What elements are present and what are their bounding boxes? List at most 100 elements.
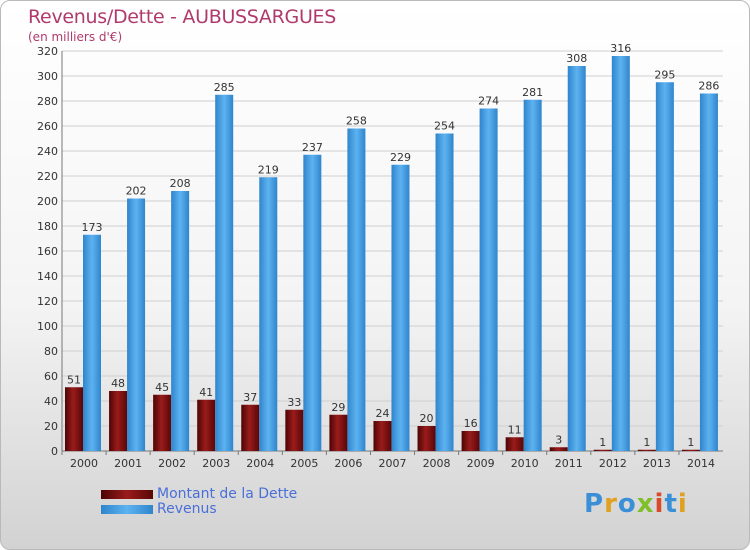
legend-label-debt: Montant de la Dette [157, 486, 298, 502]
y-tick-label: 180 [37, 220, 58, 233]
bar-debt-2004 [241, 404, 260, 451]
logo-letter: i [654, 489, 665, 519]
bar-revenue-2004 [259, 177, 278, 451]
x-tick-label-2007: 2007 [379, 457, 407, 470]
y-tick-label: 20 [44, 420, 58, 433]
data-label-revenue-2004: 219 [258, 163, 279, 176]
chart-subtitle: (en milliers d'€) [28, 30, 123, 44]
y-tick-label: 80 [44, 345, 58, 358]
data-label-revenue-2007: 229 [390, 151, 411, 164]
x-tick-label-2008: 2008 [423, 457, 451, 470]
y-tick-label: 240 [37, 145, 58, 158]
bar-revenue-2006 [347, 128, 366, 451]
data-label-debt-2003: 41 [199, 386, 213, 399]
data-label-debt-2001: 48 [111, 377, 125, 390]
bar-debt-2003 [197, 399, 216, 451]
y-tick-label: 100 [37, 320, 58, 333]
data-label-debt-2006: 29 [331, 401, 345, 414]
legend-label-revenue: Revenus [157, 501, 217, 517]
data-label-revenue-2006: 258 [346, 115, 367, 128]
y-tick-label: 320 [37, 45, 58, 58]
x-tick-label-2013: 2013 [643, 457, 671, 470]
x-tick-label-2001: 2001 [114, 457, 142, 470]
y-tick-label: 60 [44, 370, 58, 383]
data-label-revenue-2002: 208 [170, 177, 191, 190]
bar-debt-2000 [65, 387, 83, 451]
x-tick-label-2009: 2009 [467, 457, 495, 470]
bar-debt-2007 [373, 421, 392, 451]
bar-debt-2002 [153, 394, 172, 451]
x-tick-label-2011: 2011 [555, 457, 583, 470]
data-label-revenue-2011: 308 [566, 52, 587, 65]
data-label-debt-2013: 1 [643, 436, 650, 449]
data-label-debt-2000: 51 [67, 373, 81, 386]
bar-debt-2009 [461, 431, 480, 451]
logo-letter: r [604, 489, 618, 519]
data-label-debt-2009: 16 [464, 417, 478, 430]
bar-revenue-2012 [611, 56, 630, 451]
data-label-debt-2005: 33 [287, 396, 301, 409]
x-tick-label-2010: 2010 [511, 457, 539, 470]
bar-debt-2013 [637, 449, 656, 451]
bar-revenue-2002 [171, 191, 190, 451]
y-tick-label: 40 [44, 395, 58, 408]
data-label-debt-2002: 45 [155, 381, 169, 394]
x-tick-label-2012: 2012 [599, 457, 627, 470]
y-tick-label: 220 [37, 170, 58, 183]
y-tick-label: 140 [37, 270, 58, 283]
y-tick-label: 280 [37, 95, 58, 108]
bar-debt-2011 [549, 447, 568, 451]
data-label-revenue-2013: 295 [654, 68, 675, 81]
data-label-revenue-2009: 274 [478, 95, 499, 108]
x-tick-label-2002: 2002 [158, 457, 186, 470]
data-label-revenue-2012: 316 [610, 42, 631, 55]
bar-debt-2008 [417, 426, 436, 451]
y-tick-label: 160 [37, 245, 58, 258]
y-tick-label: 260 [37, 120, 58, 133]
proxiti-logo: Proxiti [584, 489, 688, 519]
bar-debt-2005 [285, 409, 304, 451]
data-label-revenue-2008: 254 [434, 120, 455, 133]
bar-revenue-2009 [479, 108, 498, 451]
bar-revenue-2013 [655, 82, 674, 451]
y-tick-label: 120 [37, 295, 58, 308]
bar-revenue-2010 [523, 99, 542, 451]
logo-letter: i [677, 489, 688, 519]
bar-debt-2006 [329, 414, 348, 451]
bar-revenue-2008 [435, 133, 454, 451]
data-label-debt-2008: 20 [420, 412, 434, 425]
data-label-debt-2007: 24 [375, 407, 389, 420]
logo-letter: P [584, 489, 605, 519]
bar-revenue-2007 [391, 164, 410, 451]
data-label-revenue-2003: 285 [214, 81, 235, 94]
bar-revenue-2011 [567, 66, 586, 451]
legend-swatch-debt [101, 490, 153, 499]
chart-title: Revenus/Dette - AUBUSSARGUES [28, 6, 337, 28]
bar-revenue-2014 [699, 93, 718, 451]
bar-debt-2010 [505, 437, 524, 451]
bar-debt-2014 [681, 449, 700, 451]
bar-debt-2001 [109, 391, 128, 451]
logo-letter: t [664, 489, 678, 519]
bar-revenue-2001 [127, 198, 146, 451]
x-tick-label-2004: 2004 [246, 457, 274, 470]
data-label-revenue-2005: 237 [302, 141, 323, 154]
x-tick-label-2006: 2006 [334, 457, 362, 470]
legend-swatch-revenue [101, 505, 153, 514]
data-label-revenue-2010: 281 [522, 86, 543, 99]
data-label-debt-2014: 1 [687, 436, 694, 449]
data-label-revenue-2001: 202 [126, 185, 147, 198]
data-label-debt-2012: 1 [599, 436, 606, 449]
data-label-debt-2011: 3 [555, 433, 562, 446]
y-tick-label: 200 [37, 195, 58, 208]
bar-revenue-2005 [303, 154, 322, 451]
y-tick-label: 300 [37, 70, 58, 83]
bar-debt-2012 [593, 449, 612, 451]
data-label-debt-2010: 11 [508, 423, 522, 436]
data-label-revenue-2000: 173 [82, 221, 103, 234]
y-tick-label: 0 [51, 445, 58, 458]
x-tick-label-2003: 2003 [202, 457, 230, 470]
x-tick-label-2000: 2000 [70, 457, 98, 470]
